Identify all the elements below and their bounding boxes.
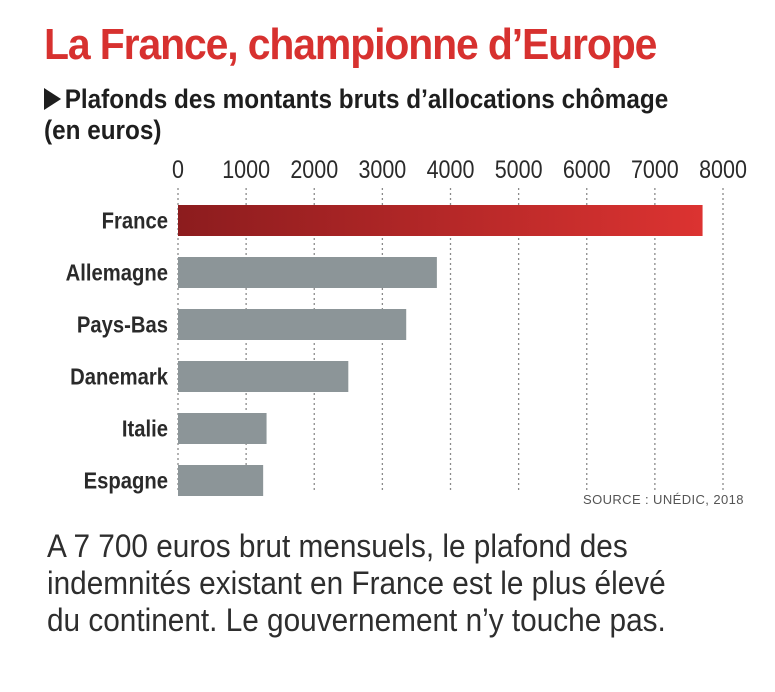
bar-danemark <box>178 361 349 392</box>
category-label: Allemagne <box>66 259 168 286</box>
category-label: Danemark <box>70 363 169 390</box>
bar-italie <box>178 413 267 444</box>
category-labels: France Allemagne Pays-Bas Danemark Italie Esp… <box>66 207 169 494</box>
x-axis-tick-labels: 0 1000 2000 3000 4000 5000 6000 7000 8000 <box>172 155 747 183</box>
bar-allemagne <box>178 257 437 288</box>
category-label: Espagne <box>84 467 168 494</box>
x-tick-label: 0 <box>172 155 184 183</box>
chart-title: La France, championne d’Europe <box>44 20 657 69</box>
bar-chart: 0 1000 2000 3000 4000 5000 6000 7000 8000 France… <box>66 155 747 496</box>
bar-espagne <box>178 465 264 496</box>
bars <box>178 205 703 496</box>
category-label: Pays-Bas <box>77 311 168 338</box>
x-tick-label: 4000 <box>427 155 475 183</box>
category-label: Italie <box>122 415 168 442</box>
chart-subtitle-text: Plafonds des montants bruts d’allocation… <box>44 84 669 145</box>
x-tick-label: 1000 <box>222 155 270 183</box>
category-label: France <box>102 207 168 234</box>
source-note: SOURCE : UNÉDIC, 2018 <box>583 492 744 507</box>
bar-pays-bas <box>178 309 407 340</box>
x-tick-label: 5000 <box>495 155 543 183</box>
x-tick-label: 3000 <box>358 155 406 183</box>
x-tick-label: 8000 <box>699 155 747 183</box>
x-tick-label: 7000 <box>631 155 679 183</box>
x-tick-label: 6000 <box>563 155 611 183</box>
x-tick-label: 2000 <box>290 155 338 183</box>
triangle-arrow-icon <box>44 88 62 110</box>
bar-france <box>178 205 703 236</box>
caption-text: A 7 700 euros brut mensuels, le plafond … <box>47 528 666 638</box>
chart-subtitle: Plafonds des montants bruts d’allocation… <box>44 84 692 146</box>
